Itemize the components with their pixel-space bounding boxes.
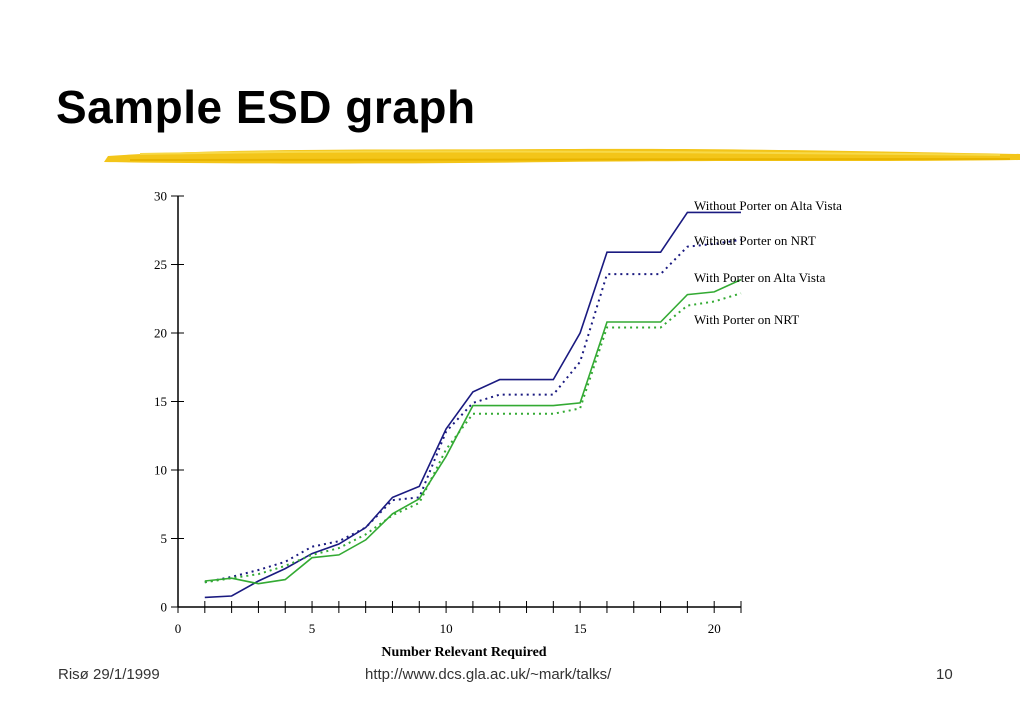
x-tick-label: 5	[309, 621, 316, 636]
y-tick-label: 15	[154, 394, 167, 409]
x-tick-label: 15	[574, 621, 587, 636]
y-tick-label: 0	[161, 600, 168, 615]
footer-url: http://www.dcs.gla.ac.uk/~mark/talks/	[365, 666, 612, 683]
highlighter-stroke	[104, 148, 1020, 164]
y-tick-label: 20	[154, 326, 167, 341]
series-line-2	[204, 238, 742, 584]
series-line-4	[204, 292, 742, 584]
footer-date: Risø 29/1/1999	[58, 666, 160, 683]
y-tick-label: 10	[154, 463, 167, 478]
legend-label-1: Without Porter on Alta Vista	[694, 198, 842, 213]
series-line-1	[204, 211, 741, 599]
x-axis-label: Number Relevant Required	[381, 645, 546, 660]
legend-label-2: Without Porter on NRT	[694, 233, 816, 248]
legend-label-4: With Porter on NRT	[694, 312, 799, 327]
chart-legend: Without Porter on Alta Vista Without Port…	[694, 198, 842, 327]
y-tick-label: 5	[161, 531, 168, 546]
chart-axes: 0 5 10 15 20 0 5 10 15 20 25 30	[154, 189, 742, 636]
series-line-3	[204, 278, 742, 585]
x-tick-label: 0	[175, 621, 182, 636]
x-tick-label: 20	[708, 621, 721, 636]
y-tick-label: 30	[154, 189, 167, 204]
y-tick-label: 25	[154, 257, 167, 272]
page-number: 10	[936, 666, 953, 683]
chart-series	[204, 211, 742, 599]
x-tick-label: 10	[440, 621, 453, 636]
slide-title: Sample ESD graph	[56, 81, 476, 133]
legend-label-3: With Porter on Alta Vista	[694, 270, 826, 285]
